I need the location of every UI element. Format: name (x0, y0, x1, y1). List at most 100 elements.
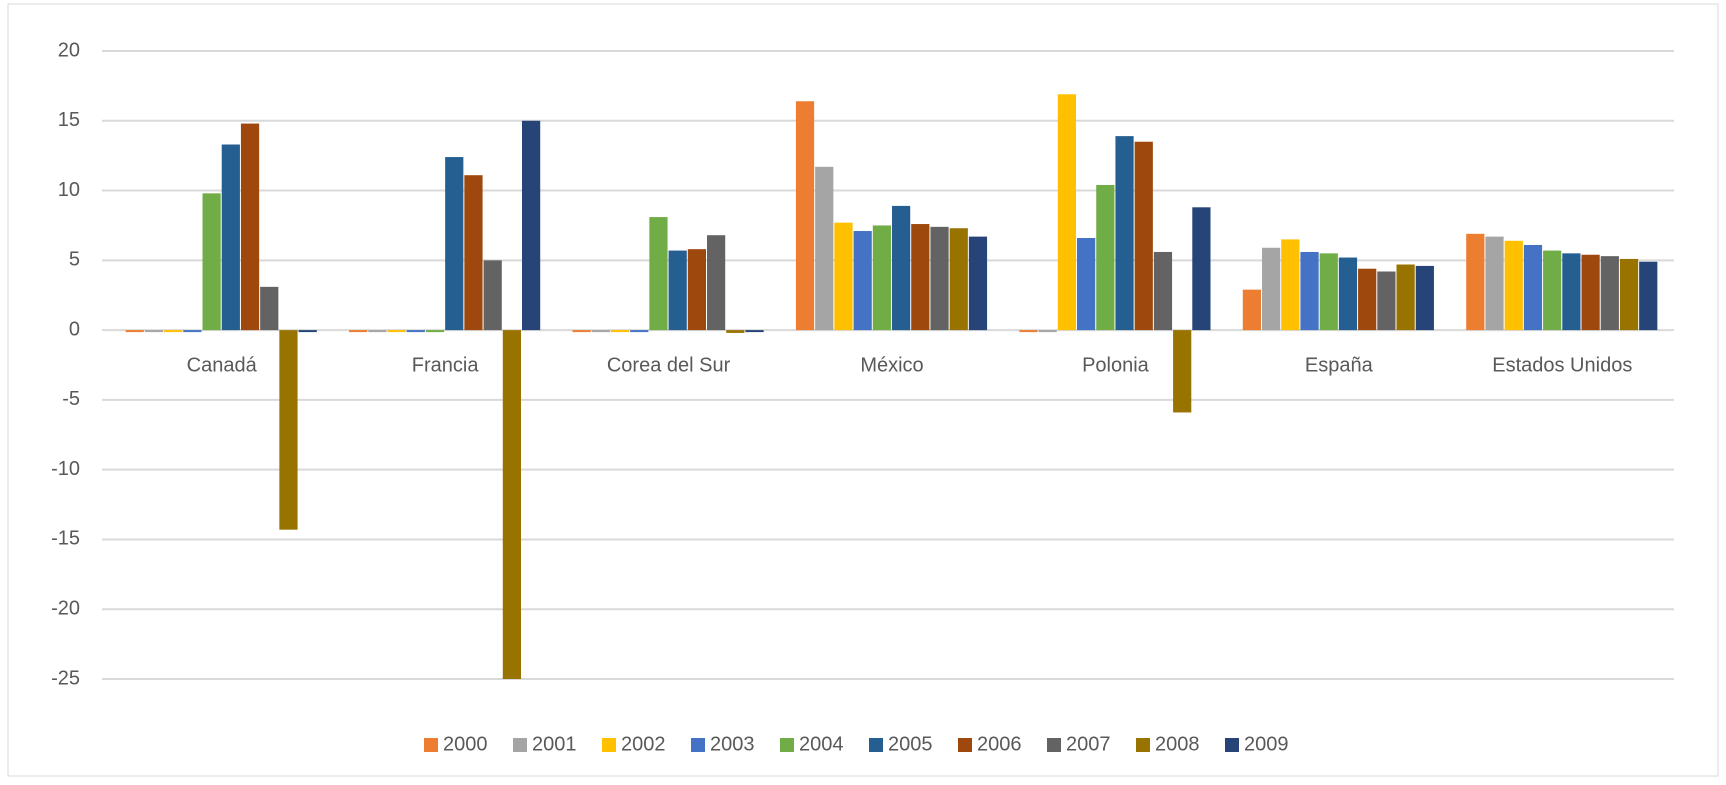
bar (630, 330, 649, 333)
legend-label: 2001 (532, 733, 577, 755)
y-tick-label: 5 (69, 249, 80, 271)
legend-label: 2004 (799, 733, 844, 755)
x-tick-label: Francia (412, 354, 480, 376)
bar (522, 120, 541, 331)
bar (502, 330, 522, 679)
y-tick-label: -25 (51, 667, 80, 689)
bar (687, 249, 707, 331)
bar (1358, 268, 1377, 331)
bar (183, 330, 202, 333)
bar (260, 286, 279, 331)
bar (1134, 141, 1153, 331)
bar (1639, 261, 1658, 331)
bar (125, 330, 144, 333)
legend-label: 2006 (977, 733, 1022, 755)
y-tick-label: -5 (62, 388, 80, 410)
legend-swatch (602, 738, 616, 752)
bar (892, 205, 911, 331)
legend-label: 2000 (443, 733, 488, 755)
bar (202, 193, 221, 331)
bar (445, 157, 464, 331)
bar (425, 330, 445, 333)
bar (349, 330, 368, 333)
bar (221, 144, 240, 331)
bar (1076, 238, 1096, 331)
bar (911, 224, 930, 331)
y-tick-label: 10 (58, 179, 80, 201)
bar (1485, 236, 1504, 331)
legend-swatch (513, 738, 527, 752)
bar (853, 231, 872, 331)
bar (298, 330, 317, 333)
bar (707, 235, 726, 331)
x-tick-label: Estados Unidos (1492, 354, 1632, 376)
y-tick-label: -20 (51, 598, 80, 620)
bar (368, 330, 387, 333)
legend-swatch (780, 738, 794, 752)
bar (144, 330, 164, 333)
bar (1338, 257, 1358, 331)
bar (726, 330, 745, 333)
bar (1415, 265, 1434, 331)
legend-label: 2008 (1155, 733, 1200, 755)
bar (240, 123, 260, 331)
bar (406, 330, 425, 333)
bar (815, 166, 834, 331)
bar (572, 330, 591, 333)
bar (1396, 264, 1415, 331)
bar (1523, 244, 1543, 331)
x-tick-label: España (1305, 354, 1374, 376)
legend-swatch (958, 738, 972, 752)
bar (1096, 184, 1115, 331)
x-tick-label: México (860, 354, 923, 376)
bar (1192, 207, 1211, 331)
bar (483, 260, 502, 331)
bar (1300, 251, 1319, 331)
bar (968, 236, 988, 331)
bar (795, 101, 815, 331)
bar (387, 330, 406, 333)
bar (1581, 254, 1600, 331)
bar (1153, 251, 1173, 331)
legend-label: 2007 (1066, 733, 1111, 755)
bar (1377, 271, 1396, 331)
y-tick-label: 15 (58, 109, 80, 131)
y-tick-label: -10 (51, 458, 80, 480)
legend-label: 2009 (1244, 733, 1289, 755)
bar (872, 225, 891, 331)
legend-swatch (424, 738, 438, 752)
bar (1619, 258, 1639, 331)
bar (949, 228, 968, 331)
bar (464, 175, 483, 331)
bar (1466, 233, 1485, 331)
bar (1019, 330, 1038, 333)
bar (1600, 256, 1619, 331)
bar (1504, 240, 1523, 331)
bar (1115, 136, 1134, 331)
bar (1057, 94, 1076, 331)
bar (1543, 250, 1562, 331)
y-tick-label: -15 (51, 528, 80, 550)
bar (1562, 253, 1581, 331)
bar (745, 330, 764, 333)
bar (1173, 330, 1192, 413)
bar (164, 330, 183, 333)
legend-swatch (1225, 738, 1239, 752)
bar (1038, 330, 1057, 333)
x-tick-label: Canadá (187, 354, 258, 376)
bar (1261, 247, 1281, 331)
x-tick-label: Polonia (1082, 354, 1150, 376)
bar (1319, 253, 1338, 331)
bar (591, 330, 610, 333)
bar (279, 330, 298, 530)
legend-swatch (1136, 738, 1150, 752)
x-tick-label: Corea del Sur (607, 354, 731, 376)
bar (668, 250, 687, 331)
legend-label: 2005 (888, 733, 933, 755)
bar (610, 330, 630, 333)
y-tick-label: 0 (69, 318, 80, 340)
bar (649, 217, 668, 331)
bar (930, 226, 949, 331)
legend-label: 2002 (621, 733, 666, 755)
bar (1281, 239, 1300, 331)
